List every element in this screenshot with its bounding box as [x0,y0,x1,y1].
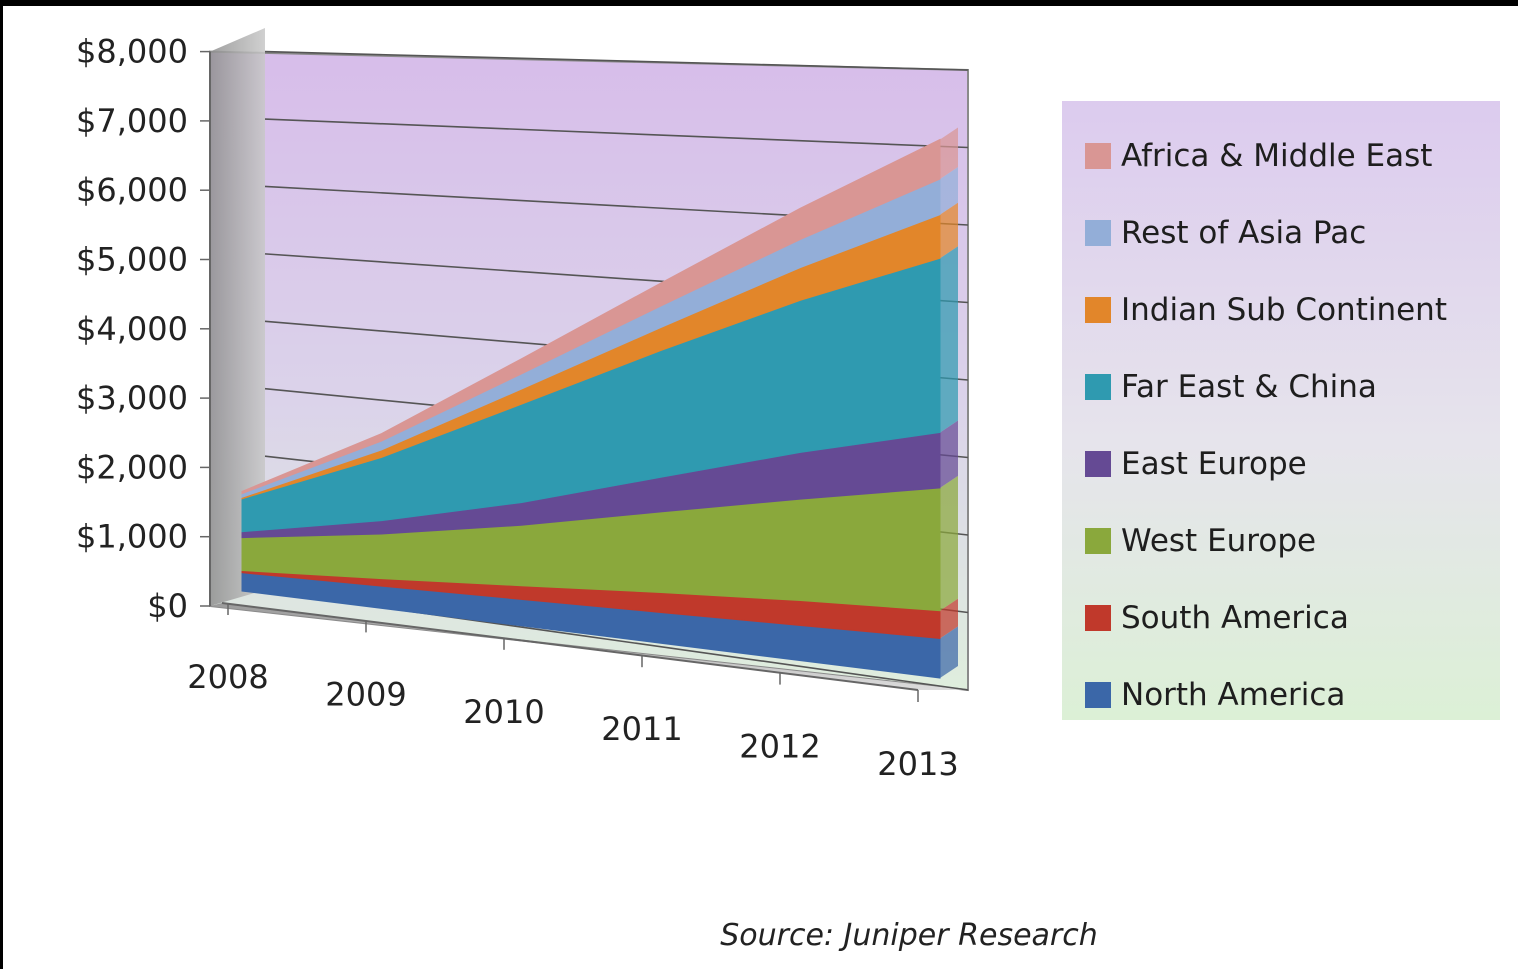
area-side-far-east-china [940,246,958,433]
legend-label: East Europe [1121,445,1307,482]
y-tick-label: $0 [147,587,188,625]
y-tick-label: $3,000 [76,379,188,417]
y-tick-label: $7,000 [76,102,188,140]
legend-swatch [1085,219,1111,246]
area-side-west-europe [940,475,958,611]
y-tick-label: $6,000 [76,171,188,209]
legend-item-east-europe: East Europe [1062,425,1500,502]
y-tick-label: $4,000 [76,310,188,348]
y-tick-label: $2,000 [76,448,188,486]
x-axis-line [221,602,919,691]
legend-label: West Europe [1121,522,1317,559]
legend-item-north-america: North America [1062,656,1500,733]
legend-label: Africa & Middle East [1121,137,1433,174]
x-tick-label: 2011 [601,710,682,748]
legend-item-rest-of-asia-pac: Rest of Asia Pac [1062,194,1500,271]
x-tick-label: 2010 [463,693,544,731]
gridline [264,118,969,149]
side-wall [210,28,265,606]
y-tick-label: $8,000 [76,33,188,71]
legend-label: North America [1121,676,1346,713]
area-side-africa-middle-east [940,127,958,180]
legend-swatch [1085,450,1111,477]
source-caption: Source: Juniper Research [720,918,1098,953]
area-side-north-america [940,626,958,678]
y-tick-label: $5,000 [76,241,188,279]
legend-item-far-east-china: Far East & China [1062,348,1500,425]
x-tick-label: 2008 [187,658,268,696]
legend-item-indian-sub-continent: Indian Sub Continent [1062,271,1500,348]
area-side-indian-sub-continent [940,202,958,259]
legend-item-south-america: South America [1062,579,1500,656]
legend-swatch [1085,373,1111,400]
legend-swatch [1085,296,1111,323]
legend-item-africa-middle-east: Africa & Middle East [1062,117,1500,194]
legend-label: Far East & China [1121,368,1377,405]
legend-swatch [1085,681,1111,708]
gridline [264,50,969,71]
y-tick-label: $1,000 [76,518,188,556]
legend-label: Indian Sub Continent [1121,291,1447,328]
x-tick-label: 2012 [739,728,820,766]
x-tick-label: 2013 [877,745,958,783]
legend-label: South America [1121,599,1349,636]
area-side-rest-of-asia-pac [940,167,958,215]
legend-swatch [1085,604,1111,631]
legend-swatch [1085,527,1111,554]
x-tick-label: 2009 [325,675,406,713]
area-side-east-europe [940,420,958,488]
legend-label: Rest of Asia Pac [1121,214,1367,251]
legend-swatch [1085,142,1111,169]
chart-legend: Africa & Middle East Rest of Asia Pac Indi… [1062,101,1500,720]
legend-item-west-europe: West Europe [1062,502,1500,579]
area-side-south-america [940,598,958,639]
